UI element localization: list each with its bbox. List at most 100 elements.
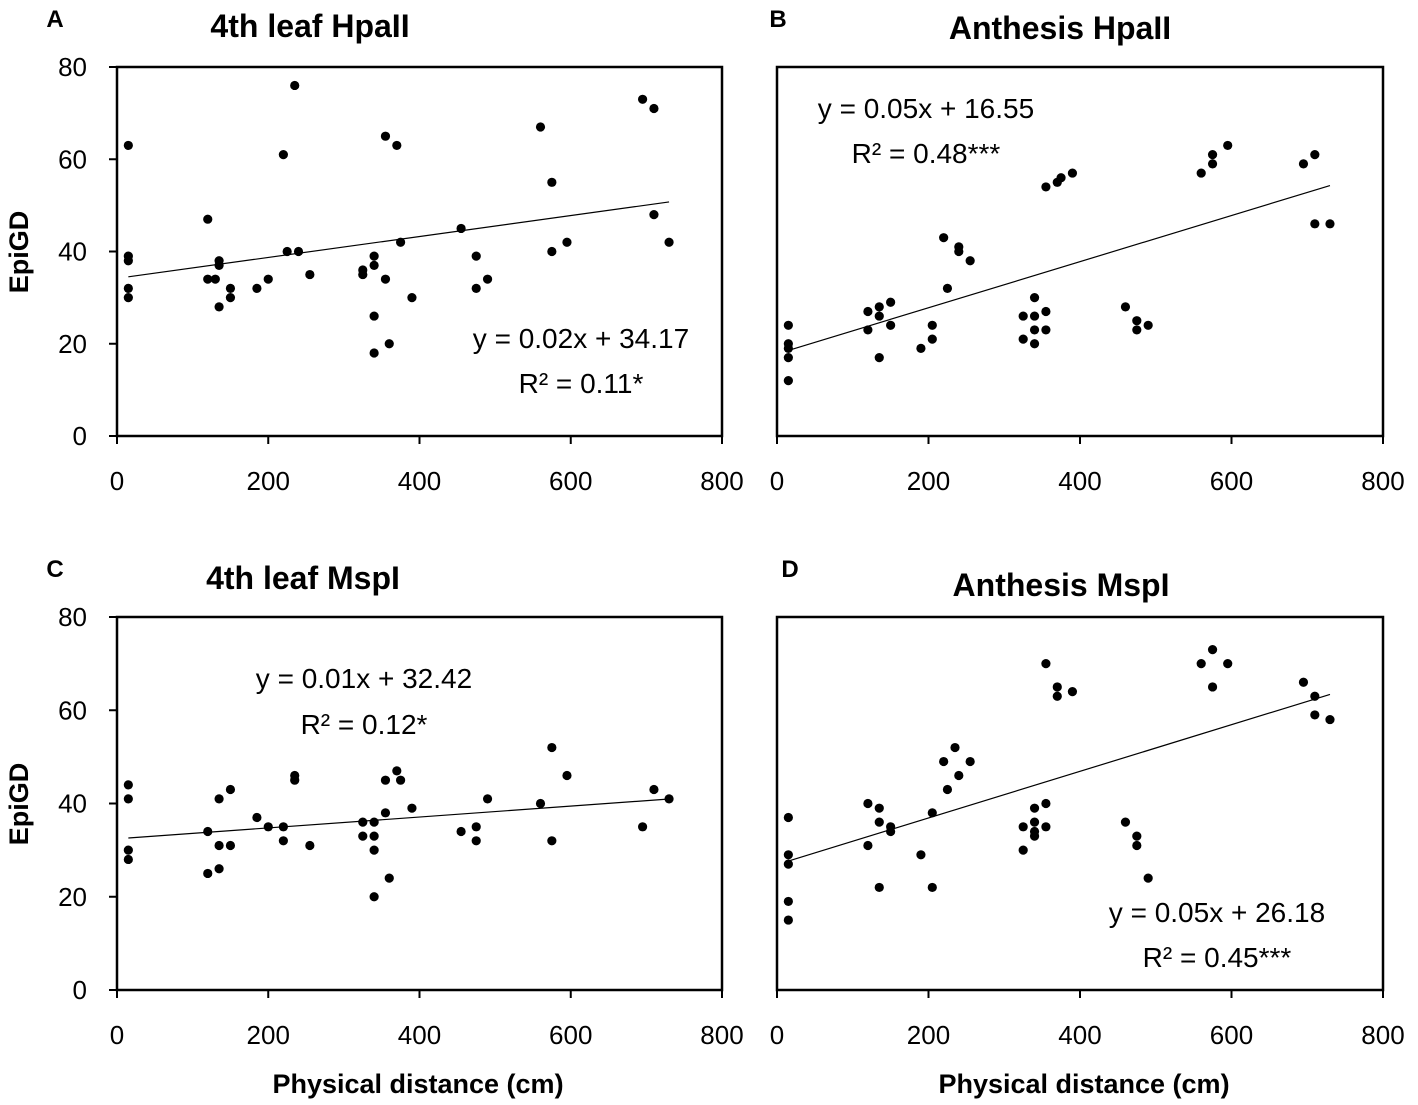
chart-title: Anthesis MspI [953, 567, 1170, 603]
data-point [384, 339, 394, 349]
x-tick-label: 200 [247, 466, 290, 496]
data-point [1120, 817, 1131, 827]
x-tick-label: 600 [549, 466, 592, 496]
data-point [863, 798, 873, 809]
data-point [407, 803, 417, 813]
data-point [874, 311, 884, 321]
data-point [874, 302, 884, 312]
data-point [547, 177, 557, 187]
data-point [358, 831, 368, 841]
data-point [1325, 714, 1335, 725]
data-point [916, 343, 926, 353]
data-point [664, 794, 674, 804]
data-point [407, 293, 417, 303]
x-tick-label: 800 [700, 466, 743, 496]
data-point [637, 822, 648, 832]
data-point [1196, 659, 1206, 669]
data-point [1132, 831, 1142, 841]
data-point [1298, 159, 1309, 169]
data-point [214, 840, 224, 851]
x-tick-label: 0 [110, 1020, 124, 1050]
data-point [783, 812, 793, 823]
data-point [203, 214, 213, 224]
chart-panel-c: C 4th leaf MspI 0 200 400 600 800 0 20 40 60 80 EpiG… [4, 556, 744, 1099]
data-point [369, 892, 379, 902]
data-point [203, 868, 213, 879]
panel-letter: B [769, 6, 786, 33]
data-point [939, 233, 949, 243]
data-point [1018, 822, 1028, 832]
data-point [1041, 325, 1051, 335]
panel-letter: C [46, 556, 63, 583]
data-point [649, 784, 659, 795]
data-point [939, 756, 949, 767]
data-point [664, 237, 674, 247]
data-point [1207, 645, 1218, 655]
data-point [783, 320, 793, 330]
data-point [225, 293, 236, 303]
panel-letter: D [781, 556, 798, 583]
r-squared-label: R² = 0.11* [519, 368, 644, 399]
data-point [874, 817, 884, 827]
y-tick-label: 40 [58, 789, 87, 819]
data-point [927, 808, 937, 818]
x-tick-label: 600 [1210, 1020, 1253, 1050]
data-point [369, 831, 379, 841]
data-point [392, 766, 402, 776]
x-tick-label: 800 [1361, 1020, 1404, 1050]
data-point [1310, 219, 1320, 229]
y-tick-label: 60 [58, 695, 87, 725]
data-point [252, 812, 262, 823]
chart-panel-d: D Anthesis MspI 0 200 400 600 800 Physical dist… [770, 556, 1405, 1099]
data-point [214, 864, 224, 874]
data-point [380, 775, 391, 785]
data-point [535, 798, 546, 809]
data-point [384, 873, 394, 883]
chart-panel-b: B Anthesis HpaII 0 200 400 600 800 y = 0.05x + … [769, 6, 1404, 496]
data-point [123, 293, 133, 303]
data-point [783, 352, 793, 363]
data-point [1018, 311, 1028, 321]
data-point [471, 836, 481, 846]
data-point [1029, 325, 1040, 335]
data-point [214, 260, 224, 270]
data-point [1298, 677, 1309, 687]
data-point [942, 784, 953, 795]
y-tick-label: 80 [58, 602, 87, 632]
y-tick-label: 0 [73, 421, 87, 451]
data-point [1132, 325, 1142, 335]
data-point [214, 302, 224, 312]
data-point [863, 325, 873, 335]
data-point [278, 150, 288, 160]
data-point [1207, 159, 1218, 169]
data-point [1223, 140, 1233, 151]
data-point [1132, 840, 1142, 851]
data-point [1018, 845, 1028, 855]
r-squared-label: R² = 0.45*** [1143, 942, 1292, 973]
data-point [1132, 316, 1142, 326]
x-tick-label: 400 [398, 466, 441, 496]
data-point [783, 376, 793, 386]
data-point [649, 103, 659, 114]
data-point [380, 131, 391, 141]
data-point [305, 840, 315, 851]
data-point [1018, 334, 1028, 344]
data-point [123, 283, 133, 293]
data-point [950, 742, 960, 753]
data-point [482, 274, 493, 284]
data-point [369, 817, 379, 827]
data-point [1310, 710, 1320, 720]
x-tick-label: 400 [398, 1020, 441, 1050]
data-point [369, 845, 379, 855]
regression-equation: y = 0.01x + 32.42 [256, 663, 472, 694]
y-axis-label: EpiGD [4, 763, 34, 846]
r-squared-label: R² = 0.48*** [852, 138, 1001, 169]
data-point [392, 140, 402, 151]
data-point [874, 882, 884, 893]
data-point [380, 274, 391, 284]
data-point [395, 237, 406, 247]
data-point [783, 850, 793, 860]
data-point [293, 246, 304, 257]
data-point [886, 297, 896, 307]
data-point [123, 256, 133, 266]
